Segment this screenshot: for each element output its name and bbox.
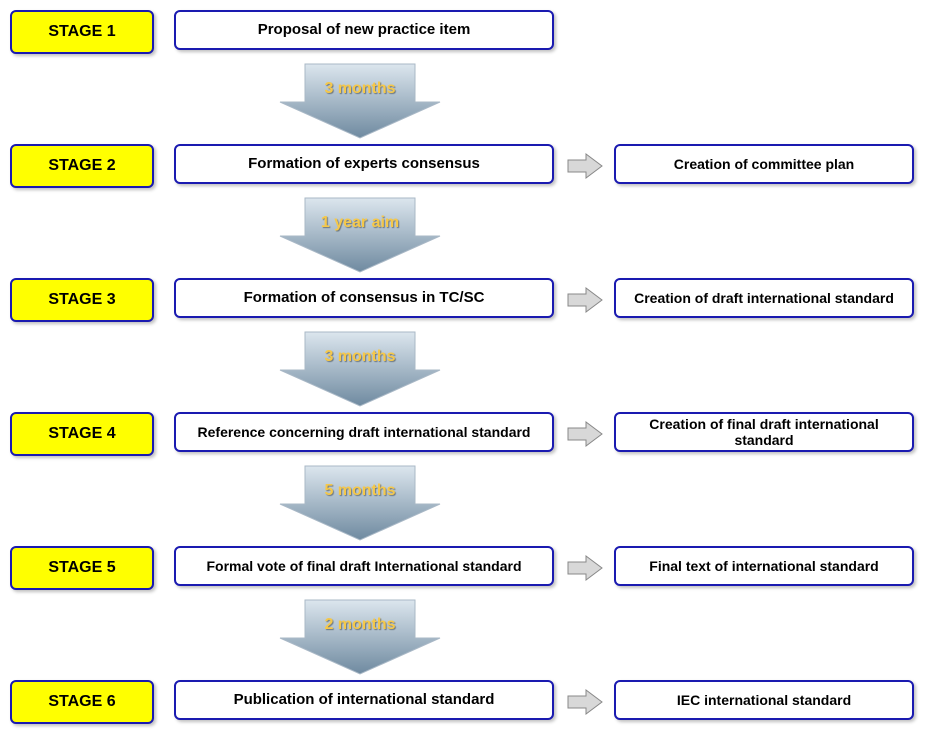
transition-duration: 3 months xyxy=(324,80,395,98)
transition-row: 3 months xyxy=(10,326,942,410)
stage-row: STAGE 2 Formation of experts consensus C… xyxy=(10,144,942,188)
stage-main-box: Formation of consensus in TC/SC xyxy=(174,278,554,318)
transition-row: 2 months xyxy=(10,594,942,678)
transition-row: 5 months xyxy=(10,460,942,544)
stage-main-box: Proposal of new practice item xyxy=(174,10,554,50)
stage-row: STAGE 6 Publication of international sta… xyxy=(10,680,942,724)
right-arrow-icon xyxy=(562,553,606,583)
stage-output-box: Creation of draft international standard xyxy=(614,278,914,318)
transition-duration: 3 months xyxy=(324,348,395,366)
stage-row: STAGE 3 Formation of consensus in TC/SC … xyxy=(10,278,942,322)
transition-row: 3 months xyxy=(10,58,942,142)
right-arrow-icon xyxy=(562,419,606,449)
stage-row: STAGE 4 Reference concerning draft inter… xyxy=(10,412,942,456)
flowchart: STAGE 1 Proposal of new practice item 3 … xyxy=(10,10,942,728)
stage-main-box: Reference concerning draft international… xyxy=(174,412,554,452)
stage-main-box: Formal vote of final draft International… xyxy=(174,546,554,586)
transition-row: 1 year aim xyxy=(10,192,942,276)
stage-label-box: STAGE 2 xyxy=(10,144,154,188)
down-arrow-icon xyxy=(260,58,460,142)
stage-label-box: STAGE 1 xyxy=(10,10,154,54)
right-arrow-icon xyxy=(562,151,606,181)
down-arrow-icon xyxy=(260,460,460,544)
transition-duration: 1 year aim xyxy=(321,214,399,232)
right-arrow-icon xyxy=(562,687,606,717)
transition-duration: 2 months xyxy=(324,616,395,634)
stage-label-box: STAGE 5 xyxy=(10,546,154,590)
down-arrow-icon xyxy=(260,192,460,276)
stage-output-box: Final text of international standard xyxy=(614,546,914,586)
stage-main-box: Formation of experts consensus xyxy=(174,144,554,184)
stage-output-box: Creation of committee plan xyxy=(614,144,914,184)
down-arrow-icon xyxy=(260,326,460,410)
stage-label-box: STAGE 4 xyxy=(10,412,154,456)
stage-label-box: STAGE 6 xyxy=(10,680,154,724)
stage-label-box: STAGE 3 xyxy=(10,278,154,322)
stage-row: STAGE 5 Formal vote of final draft Inter… xyxy=(10,546,942,590)
stage-output-box: IEC international standard xyxy=(614,680,914,720)
right-arrow-icon xyxy=(562,285,606,315)
stage-row: STAGE 1 Proposal of new practice item xyxy=(10,10,942,54)
transition-duration: 5 months xyxy=(324,482,395,500)
stage-output-box: Creation of final draft international st… xyxy=(614,412,914,452)
down-arrow-icon xyxy=(260,594,460,678)
stage-main-box: Publication of international standard xyxy=(174,680,554,720)
